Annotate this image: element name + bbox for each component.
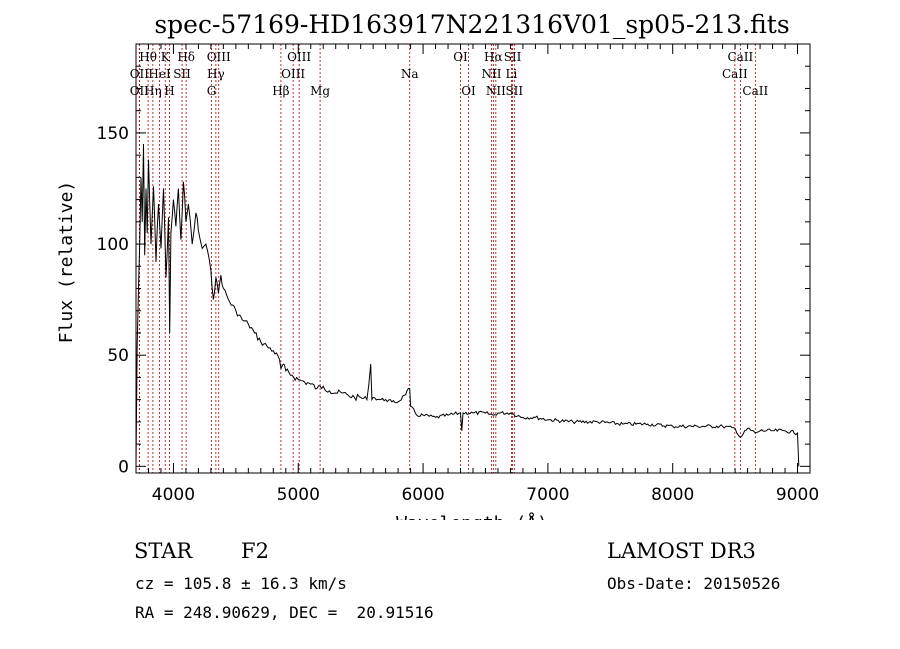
plot-frame — [135, 43, 811, 474]
line-label-3: Hη — [144, 84, 162, 98]
line-label-4: HeI — [148, 67, 171, 81]
x-tick-label-4000: 4000 — [152, 485, 195, 505]
line-label-7: SII — [173, 67, 191, 81]
line-label-6: H — [164, 84, 174, 98]
line-label-0: OII — [130, 67, 150, 81]
line-label-2: Hθ — [139, 50, 157, 64]
line-label-25: CaII — [722, 67, 748, 81]
line-label-26: CaII — [727, 50, 753, 64]
y-tick-label-0: 0 — [118, 457, 129, 477]
redshift-readout: cz = 105.8 ± 16.3 km/s — [135, 574, 347, 593]
line-label-5: K — [161, 50, 171, 64]
x-tick-label-9000: 9000 — [776, 485, 819, 505]
line-label-9: G — [207, 84, 217, 98]
line-label-20: Hα — [484, 50, 503, 64]
x-tick-label-8000: 8000 — [651, 485, 694, 505]
survey-name: LAMOST DR3 — [607, 539, 756, 563]
line-label-24: SII — [505, 84, 523, 98]
chart-title: spec-57169-HD163917N221316V01_sp05-213.f… — [154, 10, 789, 39]
line-label-18: OI — [461, 84, 476, 98]
x-tick-label-6000: 6000 — [401, 485, 444, 505]
line-label-1: OII — [130, 84, 150, 98]
line-label-8: Hδ — [177, 50, 195, 64]
object-class: STAR — [134, 539, 193, 563]
line-label-17: OI — [453, 50, 468, 64]
coordinates-readout: RA = 248.90629, DEC = 20.91516 — [135, 603, 434, 622]
x-axis-label: Wavelength (Å) — [396, 512, 548, 520]
line-label-23: SII — [504, 50, 522, 64]
line-label-12: Hβ — [272, 84, 289, 98]
line-label-13: OIII — [281, 67, 305, 81]
y-axis-label: Flux (relative) — [56, 181, 77, 344]
x-tick-label-7000: 7000 — [526, 485, 569, 505]
y-axis: 0 50 100 150 — [97, 65, 810, 477]
object-subclass: F2 — [241, 539, 269, 563]
line-label-21: NII — [486, 84, 506, 98]
line-label-16: Na — [401, 67, 419, 81]
line-label-10: Hγ — [207, 67, 225, 81]
spectrum-chart: spec-57169-HD163917N221316V01_sp05-213.f… — [56, 10, 819, 520]
line-label-27: CaII — [742, 84, 768, 98]
x-axis: 4000 5000 6000 7000 8000 9000 — [135, 44, 819, 505]
y-tick-label-100: 100 — [97, 235, 129, 255]
emission-line-labels: OII OII Hθ Hη HeI K H SII Hδ G Hγ OIII Hβ OIII OIII Mg N… — [130, 50, 769, 98]
y-tick-label-150: 150 — [97, 124, 129, 144]
line-label-19: NII — [481, 67, 501, 81]
line-label-11: OIII — [207, 50, 231, 64]
line-label-15: Mg — [310, 84, 330, 98]
emission-line-markers — [138, 44, 756, 473]
spectrum-line — [135, 143, 800, 467]
y-tick-label-50: 50 — [107, 346, 129, 366]
line-label-22: Li — [506, 67, 518, 81]
line-label-14: OIII — [287, 50, 311, 64]
x-tick-label-5000: 5000 — [277, 485, 320, 505]
observation-date: Obs-Date: 20150526 — [607, 574, 781, 593]
